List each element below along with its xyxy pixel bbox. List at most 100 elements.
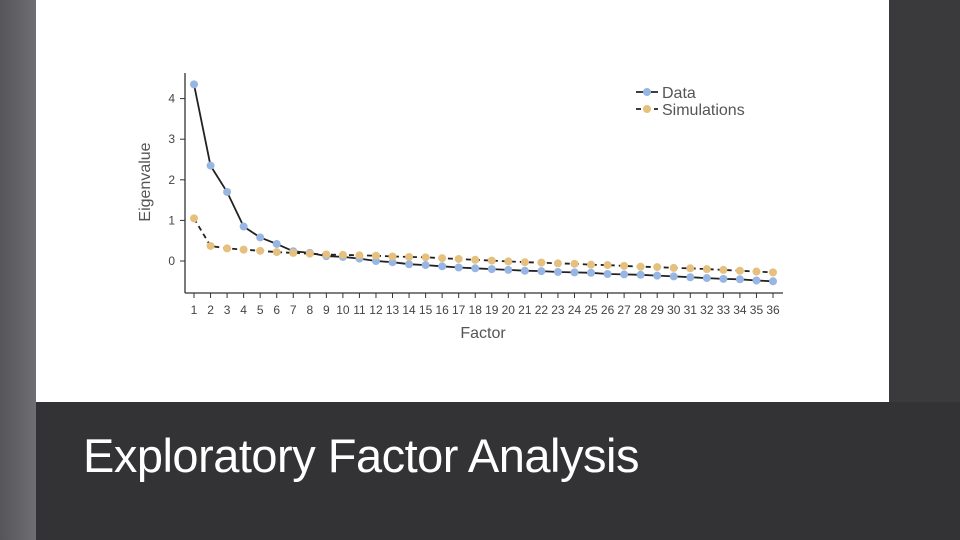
x-tick-label: 17: [452, 303, 466, 317]
x-tick-label: 35: [750, 303, 764, 317]
data-point-data: [520, 266, 529, 275]
data-point-simulations: [206, 241, 215, 250]
data-point-data: [223, 187, 232, 196]
x-tick-label: 27: [617, 303, 631, 317]
x-tick-label: 22: [535, 303, 549, 317]
data-point-simulations: [603, 261, 612, 270]
data-point-data: [769, 277, 777, 286]
data-point-simulations: [735, 266, 744, 275]
data-point-data: [570, 268, 579, 277]
data-point-data: [438, 262, 447, 271]
x-tick-label: 24: [568, 303, 582, 317]
data-point-data: [206, 161, 215, 170]
title-band: [36, 402, 960, 540]
legend-marker: [643, 105, 651, 113]
x-tick-label: 7: [290, 303, 297, 317]
x-tick-label: 3: [224, 303, 231, 317]
data-point-simulations: [322, 250, 331, 259]
data-point-simulations: [223, 244, 232, 253]
data-point-data: [669, 272, 678, 281]
data-point-data: [752, 276, 761, 285]
data-point-simulations: [537, 258, 546, 267]
y-tick-label: 2: [168, 173, 175, 187]
data-point-data: [702, 274, 711, 283]
data-point-data: [256, 233, 265, 242]
x-tick-label: 23: [551, 303, 565, 317]
y-tick-label: 3: [168, 132, 175, 146]
data-point-data: [686, 273, 695, 282]
data-point-data: [454, 263, 463, 272]
data-point-simulations: [752, 267, 761, 276]
x-tick-label: 30: [667, 303, 681, 317]
data-point-simulations: [620, 261, 629, 270]
x-tick-label: 11: [353, 303, 366, 317]
data-point-data: [190, 80, 198, 89]
data-point-simulations: [520, 258, 529, 267]
y-axis-title: Eigenvalue: [137, 142, 154, 221]
data-point-data: [272, 239, 281, 248]
data-point-simulations: [371, 251, 380, 260]
data-point-data: [620, 270, 629, 279]
data-point-simulations: [553, 259, 562, 268]
data-point-simulations: [289, 248, 298, 257]
data-point-simulations: [769, 268, 777, 277]
data-point-data: [587, 268, 596, 277]
chart-image-panel: [36, 0, 889, 402]
data-point-simulations: [504, 257, 513, 266]
x-tick-label: 8: [306, 303, 313, 317]
data-point-simulations: [355, 251, 364, 260]
data-point-data: [719, 274, 728, 283]
data-point-simulations: [239, 245, 248, 254]
data-point-data: [421, 261, 430, 270]
left-accent-band: [0, 0, 36, 540]
data-point-simulations: [587, 260, 596, 269]
data-point-simulations: [570, 259, 579, 268]
data-point-simulations: [487, 256, 496, 265]
x-tick-label: 25: [584, 303, 598, 317]
data-point-simulations: [421, 253, 430, 262]
data-point-data: [603, 269, 612, 278]
x-tick-label: 33: [717, 303, 731, 317]
data-point-data: [487, 265, 496, 274]
data-point-simulations: [669, 263, 678, 272]
data-point-simulations: [471, 255, 480, 264]
legend-label: Data: [662, 85, 696, 102]
slide-title: Exploratory Factor Analysis: [83, 429, 639, 482]
data-point-data: [504, 265, 513, 274]
x-tick-label: 18: [469, 303, 483, 317]
x-tick-label: 10: [336, 303, 350, 317]
x-tick-label: 4: [240, 303, 247, 317]
x-tick-label: 21: [518, 303, 532, 317]
y-tick-label: 4: [168, 92, 175, 106]
data-point-simulations: [438, 254, 447, 263]
x-tick-label: 16: [435, 303, 449, 317]
series-points: [190, 80, 777, 286]
data-point-data: [388, 258, 397, 267]
x-tick-label: 31: [684, 303, 698, 317]
x-tick-label: 6: [273, 303, 280, 317]
x-tick-label: 34: [733, 303, 747, 317]
x-tick-label: 26: [601, 303, 615, 317]
x-tick-label: 20: [502, 303, 516, 317]
x-axis-title: Factor: [460, 325, 506, 342]
data-point-simulations: [405, 252, 414, 261]
x-tick-label: 15: [419, 303, 433, 317]
data-point-data: [537, 267, 546, 276]
data-point-simulations: [653, 263, 662, 272]
x-tick-label: 1: [191, 303, 198, 317]
y-tick-label: 0: [168, 254, 175, 268]
data-point-simulations: [636, 262, 645, 271]
data-point-simulations: [686, 264, 695, 273]
legend-label: Simulations: [662, 102, 745, 119]
data-point-data: [636, 270, 645, 279]
data-point-data: [735, 275, 744, 284]
legend-marker: [643, 88, 651, 96]
data-point-simulations: [256, 246, 265, 255]
data-point-simulations: [388, 252, 397, 261]
data-point-simulations: [454, 254, 463, 263]
data-point-data: [405, 260, 414, 269]
x-tick-label: 28: [634, 303, 648, 317]
